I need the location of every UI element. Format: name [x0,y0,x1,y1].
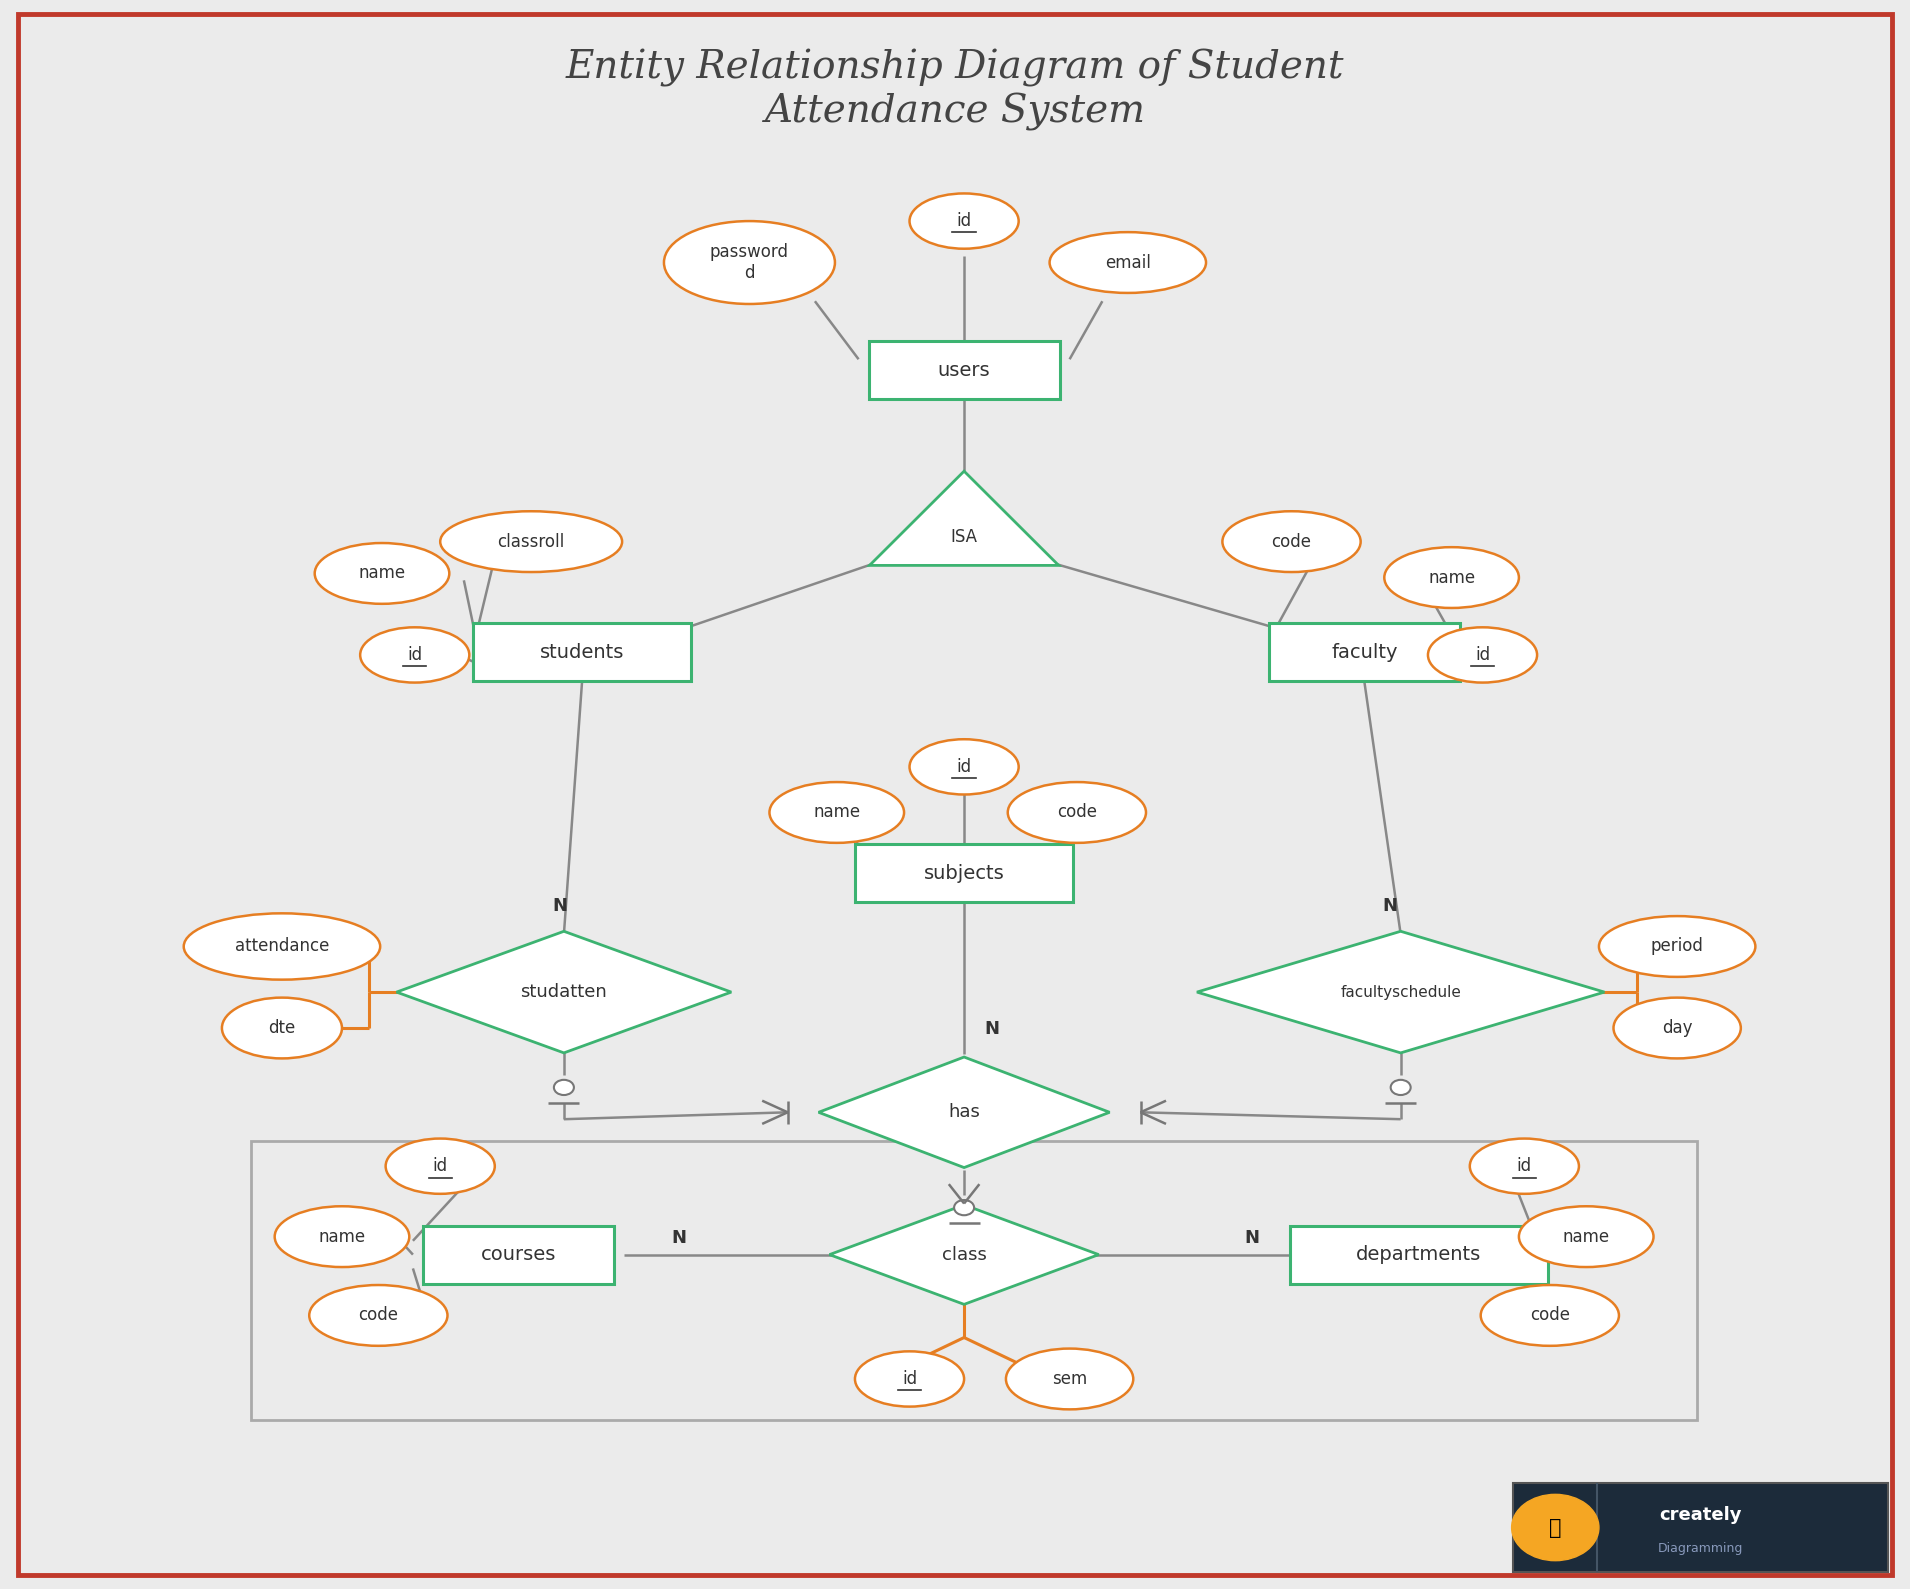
Ellipse shape [222,998,342,1058]
Ellipse shape [439,512,623,572]
Polygon shape [869,472,1058,566]
Text: dte: dte [267,1019,296,1038]
Ellipse shape [909,194,1018,249]
Text: password
d: password d [711,243,789,281]
Bar [1268,623,1459,682]
Text: code: code [359,1306,399,1324]
Text: id: id [1517,1157,1532,1176]
Ellipse shape [361,628,470,683]
Ellipse shape [1050,232,1205,292]
Ellipse shape [1008,782,1146,842]
Text: classroll: classroll [497,532,565,551]
Text: day: day [1662,1019,1692,1038]
Circle shape [1390,1081,1411,1095]
Text: class: class [942,1246,987,1263]
Text: name: name [359,564,405,583]
Text: N: N [984,1020,999,1038]
Ellipse shape [386,1139,495,1193]
Bar [422,1225,613,1284]
Text: period: period [1650,938,1704,955]
Circle shape [554,1081,573,1095]
Text: N: N [1383,898,1398,915]
Text: code: code [1272,532,1312,551]
Ellipse shape [770,782,903,842]
Text: faculty: faculty [1331,642,1398,661]
Bar [474,623,691,682]
Text: subjects: subjects [924,864,1005,883]
Ellipse shape [275,1206,409,1266]
Text: Diagramming: Diagramming [1658,1541,1744,1554]
Text: id: id [957,758,972,775]
Text: code: code [1056,804,1096,822]
Text: facultyschedule: facultyschedule [1341,985,1461,999]
Polygon shape [819,1057,1110,1168]
Text: attendance: attendance [235,938,329,955]
Ellipse shape [1429,628,1538,683]
Text: id: id [434,1157,447,1176]
Ellipse shape [1599,917,1755,977]
Ellipse shape [183,914,380,980]
Ellipse shape [315,543,449,604]
Text: id: id [1475,647,1490,664]
Ellipse shape [665,221,835,303]
Text: N: N [1243,1228,1259,1247]
Ellipse shape [1480,1286,1620,1346]
Text: Entity Relationship Diagram of Student
Attendance System: Entity Relationship Diagram of Student A… [565,49,1345,130]
Text: name: name [1429,569,1475,586]
Text: name: name [814,804,860,822]
Polygon shape [397,931,732,1054]
Ellipse shape [909,739,1018,794]
Text: students: students [541,642,625,661]
Text: id: id [902,1370,917,1387]
Ellipse shape [1222,512,1360,572]
Text: studatten: studatten [521,984,607,1001]
Text: name: name [319,1228,365,1246]
Text: N: N [552,898,567,915]
Ellipse shape [1007,1349,1133,1409]
Ellipse shape [1614,998,1740,1058]
Circle shape [955,1200,974,1216]
Text: ISA: ISA [951,529,978,547]
Ellipse shape [309,1286,447,1346]
Ellipse shape [856,1351,965,1406]
Bar [1513,1483,1889,1573]
Text: name: name [1562,1228,1610,1246]
Text: email: email [1104,254,1150,272]
Bar [869,342,1060,399]
Text: 💡: 💡 [1549,1517,1562,1538]
Text: has: has [947,1103,980,1122]
Text: courses: courses [481,1246,556,1265]
Text: code: code [1530,1306,1570,1324]
Text: creately: creately [1660,1506,1742,1524]
Text: sem: sem [1052,1370,1087,1387]
Polygon shape [1198,931,1604,1054]
Text: departments: departments [1356,1246,1482,1265]
Bar [250,1141,1698,1421]
Polygon shape [829,1204,1098,1305]
Bar [856,844,1073,903]
Circle shape [1511,1494,1599,1560]
Text: users: users [938,361,991,380]
Text: id: id [407,647,422,664]
Ellipse shape [1530,1500,1581,1540]
Ellipse shape [1385,547,1518,609]
Text: id: id [957,211,972,230]
Ellipse shape [1471,1139,1580,1193]
Text: N: N [670,1228,686,1247]
Bar [1289,1225,1547,1284]
Ellipse shape [1518,1206,1654,1266]
